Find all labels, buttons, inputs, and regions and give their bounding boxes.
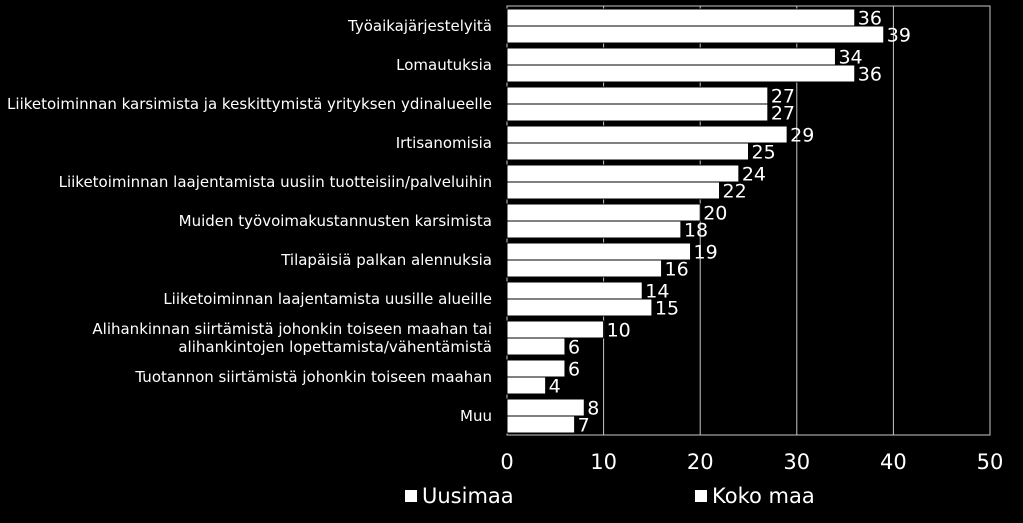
- value-label: 24: [742, 164, 766, 186]
- bar: [506, 259, 663, 278]
- value-label: 16: [665, 259, 689, 281]
- category-label: Tuotannon siirtämistä johonkin toiseen m…: [134, 368, 492, 386]
- value-label: 29: [790, 125, 814, 147]
- bar: [506, 415, 576, 434]
- bar: [506, 142, 749, 161]
- value-label: 36: [858, 8, 882, 30]
- x-tick-label: 40: [880, 450, 907, 474]
- bar: [506, 47, 836, 66]
- bar: [506, 298, 653, 317]
- value-label: 34: [838, 47, 862, 69]
- bar: [506, 242, 692, 261]
- bar: [506, 220, 682, 239]
- category-label: Lomautuksia: [396, 56, 492, 74]
- bar: [506, 8, 856, 27]
- category-label: Alihankinnan siirtämistä johonkin toisee…: [92, 320, 492, 338]
- legend: Uusimaa Koko maa: [405, 484, 815, 508]
- category-labels: Työaikajärjestelyitä Lomautuksia Liiketoim…: [7, 17, 492, 425]
- x-tick-label: 10: [590, 450, 617, 474]
- bar: [506, 359, 566, 378]
- value-label: 27: [771, 103, 795, 125]
- value-label: 6: [568, 337, 580, 359]
- bar: [506, 64, 856, 83]
- category-label: Irtisanomisia: [396, 134, 492, 152]
- value-label: 27: [771, 86, 795, 108]
- value-label: 36: [858, 64, 882, 86]
- value-label: 7: [578, 415, 590, 437]
- bar: [506, 86, 769, 105]
- bar: [506, 398, 585, 417]
- value-label: 18: [684, 220, 708, 242]
- value-label: 22: [723, 181, 747, 203]
- bar: [506, 25, 885, 44]
- category-label: alihankintojen lopettamista/vähentämistä: [178, 338, 492, 356]
- value-label: 6: [568, 359, 580, 381]
- value-label: 15: [655, 298, 679, 320]
- value-label: 14: [645, 281, 669, 303]
- legend-label-uusimaa: Uusimaa: [422, 484, 514, 508]
- category-label: Muiden työvoimakustannusten karsimista: [179, 212, 492, 230]
- x-tick-label: 20: [687, 450, 714, 474]
- bars: [506, 8, 885, 434]
- bar: [506, 103, 769, 122]
- category-label: Muu: [460, 407, 492, 425]
- value-label: 19: [694, 242, 718, 264]
- legend-swatch-uusimaa: [405, 490, 417, 502]
- value-label: 10: [607, 320, 631, 342]
- x-tick-label: 50: [977, 450, 1004, 474]
- bar: [506, 125, 788, 144]
- value-label: 8: [587, 398, 599, 420]
- category-label: Tilapäisiä palkan alennuksia: [280, 251, 492, 269]
- bar: [506, 320, 605, 339]
- category-label: Liiketoiminnan laajentamista uusiin tuot…: [59, 173, 492, 191]
- x-tick-labels: 0 10 20 30 40 50: [500, 450, 1003, 474]
- value-label: 25: [752, 142, 776, 164]
- value-label: 4: [549, 376, 561, 398]
- bar: [506, 281, 643, 300]
- x-tick-label: 0: [500, 450, 513, 474]
- category-label: Työaikajärjestelyitä: [347, 17, 492, 35]
- bar: [506, 181, 721, 200]
- category-label: Liiketoiminnan laajentamista uusille alu…: [163, 290, 492, 308]
- legend-swatch-koko-maa: [695, 490, 707, 502]
- legend-label-koko-maa: Koko maa: [712, 484, 815, 508]
- bar: [506, 203, 701, 222]
- category-label: Liiketoiminnan karsimista ja keskittymis…: [7, 95, 492, 113]
- bar: [506, 164, 740, 183]
- value-label: 20: [703, 203, 727, 225]
- bar: [506, 376, 547, 395]
- bar: [506, 337, 566, 356]
- x-tick-label: 30: [783, 450, 810, 474]
- value-label: 39: [887, 25, 911, 47]
